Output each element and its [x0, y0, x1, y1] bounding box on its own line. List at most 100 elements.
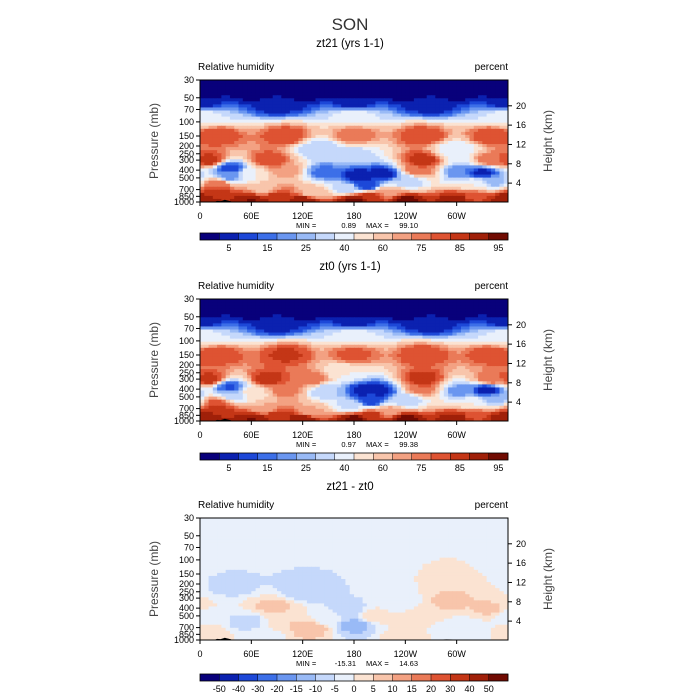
heatmap-cell	[332, 314, 338, 318]
heatmap-cell	[478, 134, 483, 139]
heatmap-cell	[418, 353, 424, 358]
heatmap-cell	[379, 332, 385, 337]
heatmap-cell	[439, 156, 445, 160]
heatmap-cell	[439, 95, 445, 99]
heatmap-cell	[349, 372, 355, 376]
heatmap-cell	[396, 159, 402, 163]
heatmap-cell	[358, 186, 364, 191]
heatmap-cell	[379, 101, 385, 105]
heatmap-cell	[465, 95, 471, 99]
heatmap-cell	[234, 147, 240, 151]
heatmap-cell	[418, 299, 424, 303]
heatmap-cell	[294, 137, 299, 142]
heatmap-cell	[482, 192, 488, 197]
heatmap-cell	[259, 326, 265, 331]
heatmap-cell	[482, 153, 488, 157]
heatmap-cell	[405, 369, 411, 373]
heatmap-cell	[405, 125, 411, 130]
heatmap-cell	[221, 128, 227, 133]
heatmap-cell	[259, 147, 265, 151]
heatmap-cell	[238, 110, 244, 115]
heatmap-cell	[204, 356, 210, 361]
heatmap-cell	[251, 159, 257, 163]
heatmap-cell	[306, 347, 312, 352]
heatmap-cell	[469, 192, 475, 197]
heatmap-cell	[341, 305, 347, 309]
heatmap-cell	[452, 314, 458, 318]
heatmap-cell	[268, 192, 274, 197]
heatmap-cell	[328, 189, 334, 194]
heatmap-cell	[486, 144, 492, 148]
heatmap-cell	[456, 366, 462, 370]
heatmap-cell	[460, 350, 466, 355]
heatmap-cell	[251, 332, 257, 337]
heatmap-cell	[289, 195, 295, 200]
heatmap-cell	[200, 302, 205, 306]
heatmap-cell	[229, 113, 235, 118]
heatmap-cell	[396, 177, 402, 182]
heatmap-cell	[431, 192, 436, 197]
heatmap-cell	[448, 156, 453, 160]
heatmap-cell	[435, 192, 441, 197]
heatmap-cell	[328, 162, 334, 166]
heatmap-cell	[409, 320, 415, 324]
heatmap-cell	[499, 335, 505, 340]
heatmap-cell	[229, 144, 235, 148]
heatmap-cell	[264, 171, 270, 176]
heatmap-cell	[435, 314, 441, 318]
heatmap-cell	[460, 174, 466, 179]
heatmap-cell	[268, 189, 274, 194]
heatmap-cell	[225, 104, 231, 109]
heatmap-cell	[247, 372, 252, 376]
heatmap-cell	[242, 125, 248, 130]
heatmap-cell	[272, 141, 278, 145]
heatmap-cell	[469, 174, 475, 179]
heatmap-cell	[473, 107, 479, 112]
heatmap-cell	[366, 338, 372, 343]
heatmap-cell	[409, 168, 415, 173]
heatmap-cell	[264, 369, 270, 373]
heatmap-cell	[401, 147, 406, 151]
heatmap-cell	[306, 329, 312, 334]
heatmap-cell	[409, 95, 415, 99]
heatmap-cell	[478, 198, 483, 202]
heatmap-cell	[336, 341, 342, 346]
heatmap-cell	[208, 110, 214, 115]
heatmap-cell	[238, 192, 244, 197]
heatmap-cell	[392, 159, 398, 163]
heatmap-cell	[336, 344, 342, 349]
heatmap-cell	[324, 335, 329, 340]
heatmap-cell	[319, 183, 325, 188]
heatmap-cell	[251, 147, 257, 151]
heatmap-cell	[272, 311, 278, 315]
heatmap-cell	[294, 128, 299, 133]
heatmap-cell	[225, 162, 231, 166]
heatmap-cell	[354, 347, 359, 352]
heatmap-cell	[473, 141, 479, 145]
heatmap-cell	[456, 341, 462, 346]
heatmap-cell	[383, 329, 389, 334]
heatmap-cell	[289, 183, 295, 188]
heatmap-cell	[495, 168, 501, 173]
heatmap-cell	[499, 137, 505, 142]
heatmap-cell	[242, 101, 248, 105]
heatmap-cell	[281, 174, 287, 179]
heatmap-cell	[418, 89, 424, 93]
heatmap-cell	[349, 80, 355, 84]
heatmap-cell	[392, 92, 398, 96]
heatmap-cell	[341, 347, 347, 352]
heatmap-cell	[294, 104, 299, 109]
heatmap-cell	[319, 314, 325, 318]
heatmap-cell	[341, 147, 347, 151]
heatmap-cell	[401, 144, 406, 148]
heatmap-cell	[456, 83, 462, 87]
heatmap-cell	[302, 314, 308, 318]
heatmap-cell	[495, 356, 501, 361]
heatmap-cell	[388, 329, 394, 334]
heatmap-cell	[289, 159, 295, 163]
heatmap-cell	[251, 83, 257, 87]
heatmap-cell	[268, 372, 274, 376]
heatmap-cell	[234, 165, 240, 170]
heatmap-cell	[302, 369, 308, 373]
heatmap-cell	[349, 353, 355, 358]
